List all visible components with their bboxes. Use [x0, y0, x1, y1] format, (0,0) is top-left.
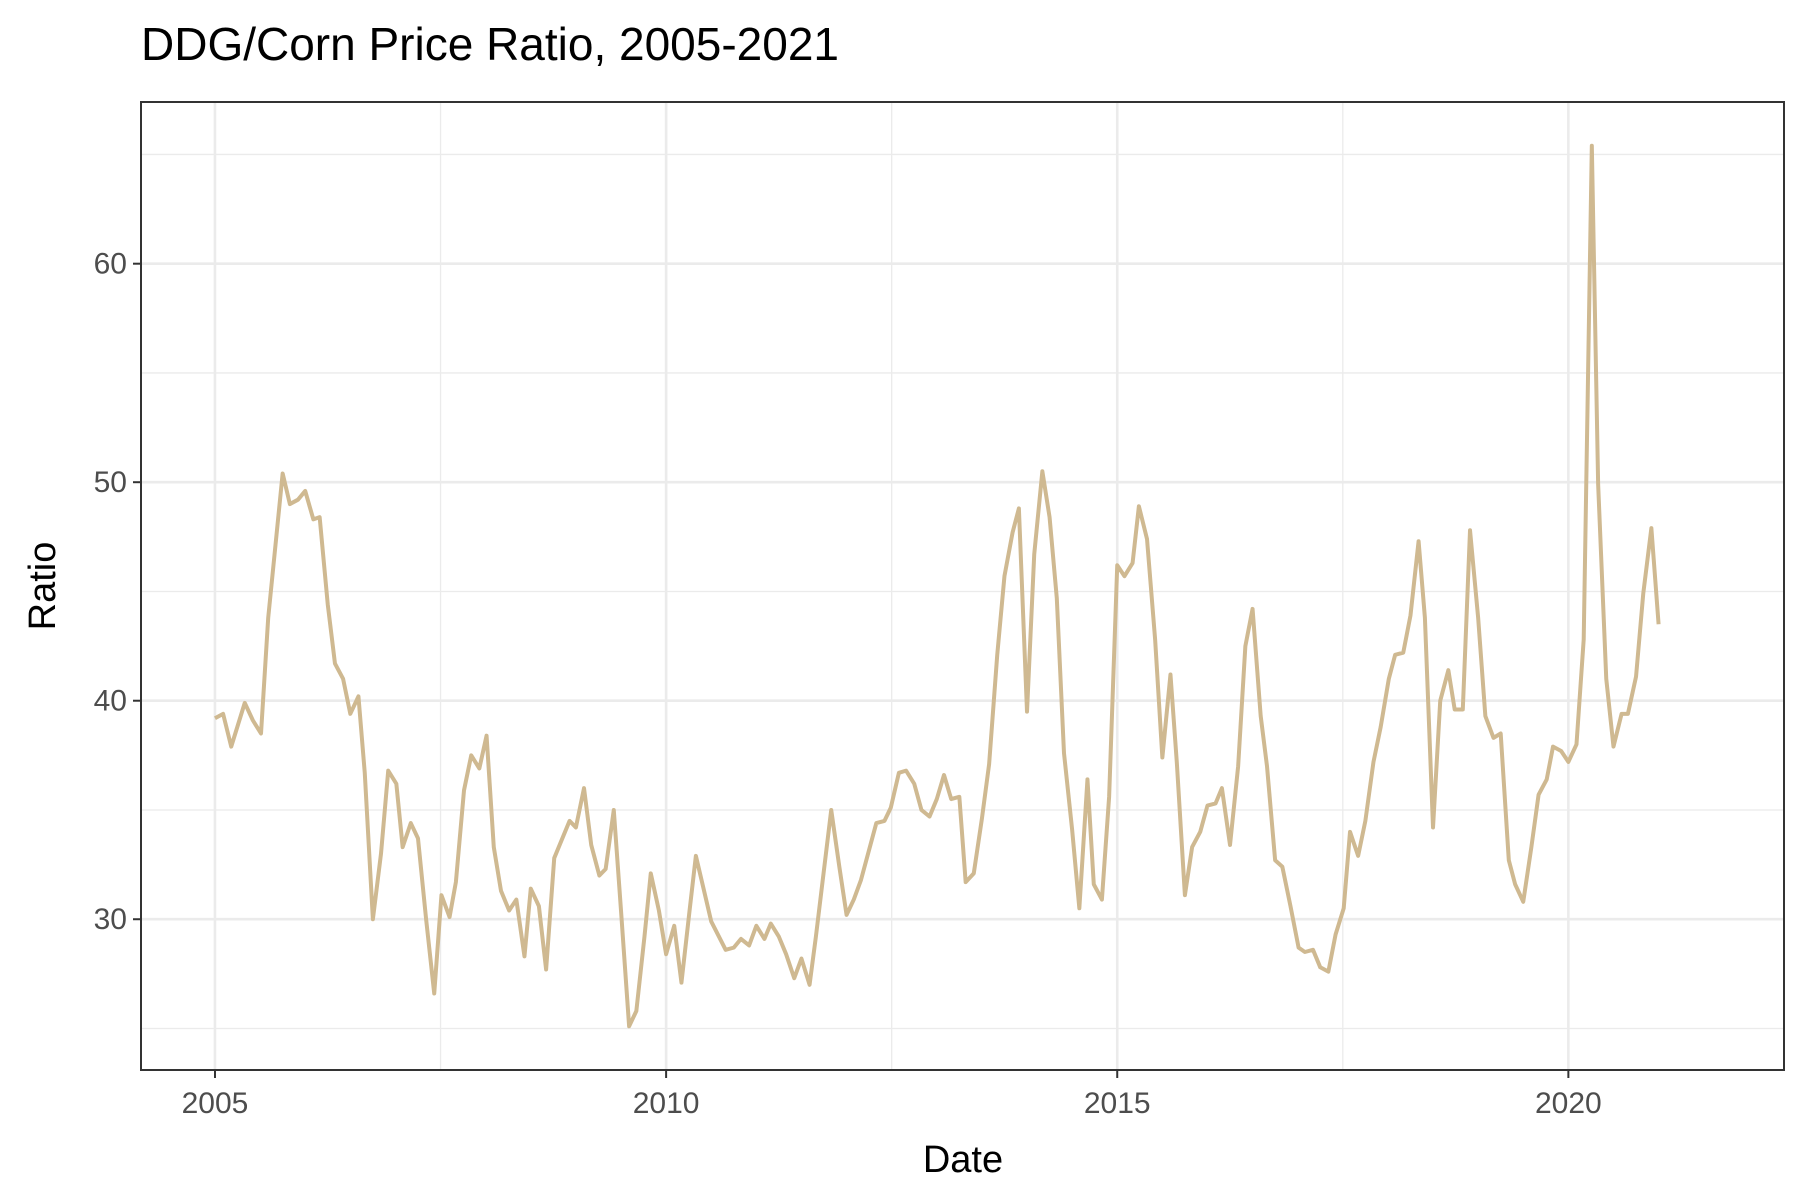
chart-title: DDG/Corn Price Ratio, 2005-2021	[141, 18, 839, 70]
y-axis-title: Ratio	[22, 542, 64, 631]
y-tick-label: 50	[94, 466, 127, 499]
x-tick-label: 2005	[182, 1087, 249, 1120]
x-tick-label: 2015	[1084, 1087, 1151, 1120]
y-tick-label: 30	[94, 903, 127, 936]
y-tick-label: 40	[94, 685, 127, 718]
x-axis-title: Date	[923, 1139, 1003, 1181]
plot-border	[140, 101, 1785, 1071]
data-line	[214, 143, 1661, 1029]
x-tick-label: 2020	[1535, 1087, 1602, 1120]
y-tick-label: 60	[94, 248, 127, 281]
x-tick-label: 2010	[633, 1087, 700, 1120]
